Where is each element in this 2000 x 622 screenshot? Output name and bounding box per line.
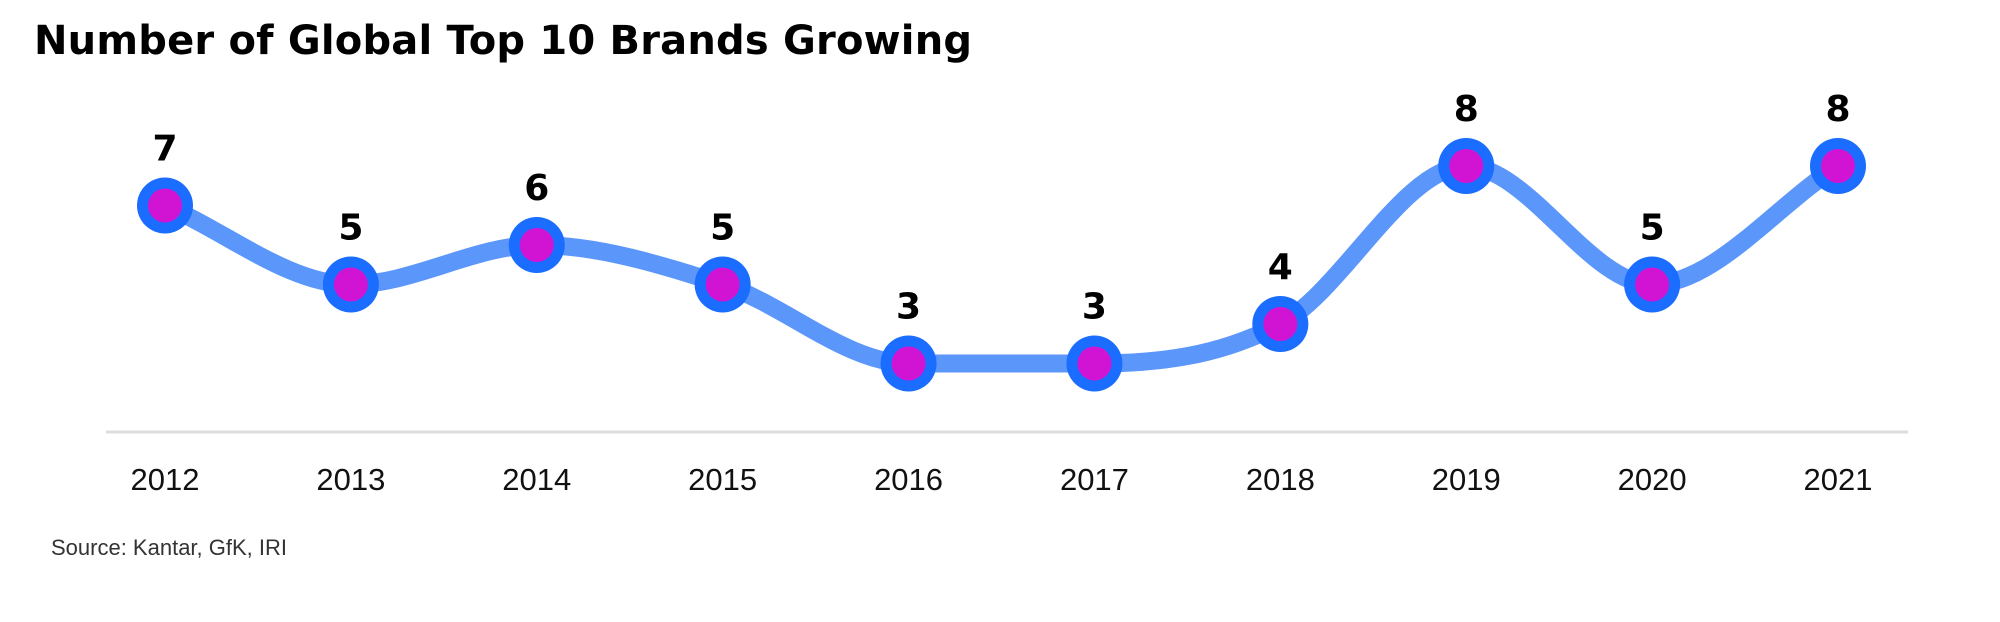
data-label: 7 — [152, 129, 177, 170]
data-label: 5 — [1640, 208, 1665, 249]
data-point-marker — [694, 256, 751, 313]
data-point-marker — [322, 256, 379, 313]
series-line — [156, 157, 1847, 373]
x-tick-label: 2017 — [1060, 462, 1129, 497]
data-label: 6 — [524, 168, 549, 209]
source-note: Source: Kantar, GfK, IRI — [51, 535, 287, 560]
chart-title: Number of Global Top 10 Brands Growing — [34, 18, 973, 64]
data-point-dot — [891, 346, 926, 381]
data-point-dot — [705, 267, 740, 302]
data-point-dot — [1449, 149, 1484, 183]
data-label: 5 — [338, 208, 363, 249]
data-point-dot — [519, 228, 554, 262]
data-point-dot — [333, 267, 368, 302]
data-point-marker — [508, 217, 565, 273]
x-tick-label: 2014 — [502, 462, 571, 497]
x-tick-label: 2021 — [1804, 462, 1873, 497]
data-label: 3 — [896, 287, 921, 328]
data-point-dot — [1263, 307, 1298, 341]
data-label: 3 — [1082, 287, 1107, 328]
data-point-dot — [1077, 346, 1112, 381]
data-point-marker — [1810, 138, 1866, 194]
data-label: 5 — [710, 208, 735, 249]
data-point-dot — [1821, 149, 1855, 183]
data-point-dot — [148, 188, 182, 223]
x-tick-label: 2020 — [1618, 462, 1687, 497]
data-labels-group: 7 5 6 5 3 3 4 8 5 8 — [152, 89, 1850, 328]
x-tick-label: 2013 — [316, 462, 385, 497]
x-tick-labels-group: 2012 2013 2014 2015 2016 2017 2018 2019 2020 2021 — [131, 462, 1873, 497]
x-tick-label: 2019 — [1432, 462, 1501, 497]
data-point-dot — [1635, 267, 1670, 302]
x-tick-label: 2012 — [131, 462, 200, 497]
data-point-marker — [137, 177, 193, 234]
markers-group — [137, 138, 1866, 392]
data-point-marker — [1438, 138, 1495, 194]
x-tick-label: 2016 — [874, 462, 943, 497]
data-point-marker — [1066, 335, 1123, 392]
x-tick-label: 2015 — [688, 462, 757, 497]
data-point-marker — [880, 335, 937, 392]
data-label: 8 — [1454, 89, 1479, 130]
data-label: 4 — [1268, 247, 1293, 288]
data-point-marker — [1624, 256, 1681, 313]
data-label: 8 — [1825, 89, 1850, 130]
data-point-marker — [1252, 296, 1309, 352]
x-tick-label: 2018 — [1246, 462, 1315, 497]
